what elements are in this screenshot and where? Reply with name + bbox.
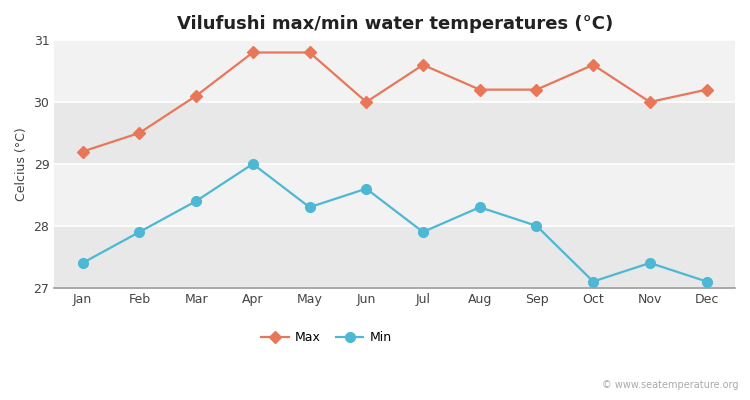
- Text: © www.seatemperature.org: © www.seatemperature.org: [602, 380, 739, 390]
- Title: Vilufushi max/min water temperatures (°C): Vilufushi max/min water temperatures (°C…: [176, 15, 613, 33]
- Min: [191, 199, 200, 204]
- Max: [702, 87, 711, 92]
- Max: [646, 100, 655, 104]
- Max: [135, 130, 144, 135]
- Bar: [54, 40, 735, 102]
- Max: [362, 100, 370, 104]
- Min: [646, 260, 655, 265]
- Min: [702, 279, 711, 284]
- Min: [476, 205, 484, 210]
- Min: [419, 230, 428, 234]
- Min: [589, 279, 598, 284]
- Max: [476, 87, 484, 92]
- Max: [248, 50, 257, 55]
- Line: Max: Max: [79, 48, 711, 156]
- Max: [419, 62, 428, 67]
- Bar: [54, 102, 735, 164]
- Min: [362, 186, 370, 191]
- Max: [532, 87, 541, 92]
- Line: Min: Min: [78, 159, 712, 286]
- Min: [78, 260, 87, 265]
- Max: [78, 149, 87, 154]
- Min: [532, 224, 541, 228]
- Y-axis label: Celcius (°C): Celcius (°C): [15, 127, 28, 201]
- Bar: [54, 226, 735, 288]
- Min: [135, 230, 144, 234]
- Max: [191, 94, 200, 98]
- Bar: [54, 164, 735, 226]
- Max: [589, 62, 598, 67]
- Legend: Max, Min: Max, Min: [256, 326, 397, 349]
- Min: [248, 162, 257, 166]
- Min: [305, 205, 314, 210]
- Max: [305, 50, 314, 55]
